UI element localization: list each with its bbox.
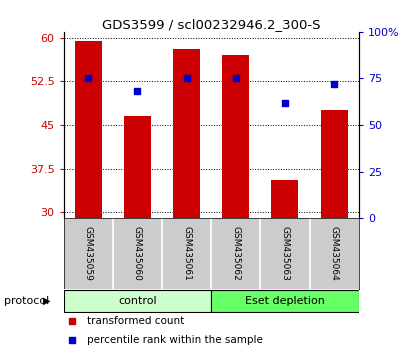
Text: GSM435062: GSM435062 (231, 226, 240, 281)
Bar (74, 41, 101, 218)
Bar (124, 116, 151, 218)
Point (85, 76, 91, 81)
Point (183, 76, 189, 81)
Text: GSM435064: GSM435064 (329, 226, 338, 281)
Point (281, 100, 288, 105)
Text: ▶: ▶ (43, 296, 51, 306)
Bar (211, 290, 358, 312)
Text: transformed count: transformed count (87, 316, 184, 326)
Text: GSM435059: GSM435059 (83, 226, 92, 281)
Bar (173, 49, 200, 218)
Text: protocol: protocol (4, 296, 49, 306)
Text: GSM435061: GSM435061 (182, 226, 191, 281)
Bar (222, 55, 249, 218)
Bar (320, 110, 347, 218)
Title: GDS3599 / scl00232946.2_300-S: GDS3599 / scl00232946.2_300-S (102, 18, 319, 31)
Bar (271, 180, 298, 218)
Text: percentile rank within the sample: percentile rank within the sample (87, 335, 263, 345)
Point (134, 88, 140, 94)
Text: Eset depletion: Eset depletion (245, 296, 324, 306)
Bar (63, 290, 211, 312)
Text: GSM435060: GSM435060 (133, 226, 142, 281)
Text: control: control (118, 296, 156, 306)
Text: GSM435063: GSM435063 (280, 226, 289, 281)
Point (330, 81, 337, 87)
Point (232, 76, 238, 81)
